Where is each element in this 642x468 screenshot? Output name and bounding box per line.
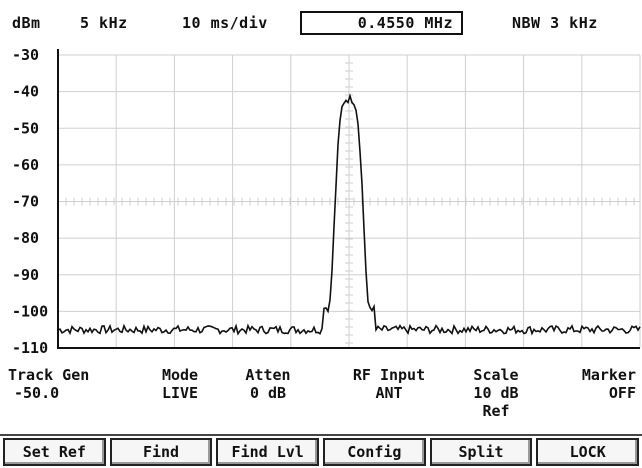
softkey-lock[interactable]: LOCK xyxy=(536,438,640,466)
status-header: dBm 5 kHz 10 ms/div 0.4550 MHz NBW 3 kHz xyxy=(0,0,642,38)
unit-label: dBm xyxy=(12,14,41,32)
y-axis-labels: -30 -40 -50 -60 -70 -80 -90 -100 -110 xyxy=(12,46,48,357)
softkey-find[interactable]: Find xyxy=(109,438,213,466)
center-frequency[interactable]: 0.4550 MHz xyxy=(300,11,463,35)
spectrum-plot: -30 -40 -50 -60 -70 -80 -90 -100 -110 xyxy=(12,46,641,357)
spectrum-trace xyxy=(57,93,641,336)
param-value: -50.0 xyxy=(14,384,60,402)
param-value-ref: Ref xyxy=(482,402,510,420)
param-value: LIVE xyxy=(161,384,199,402)
y-tick-label: -30 xyxy=(12,46,39,64)
param-label: RF Input xyxy=(352,366,426,384)
y-tick-label: -40 xyxy=(12,83,39,101)
param-value: OFF xyxy=(608,384,636,402)
y-tick-label: -60 xyxy=(12,156,39,174)
param-scale[interactable]: Scale 10 dB Ref xyxy=(456,366,536,420)
softkey-set-ref[interactable]: Set Ref xyxy=(3,438,106,466)
param-track-gen[interactable]: Track Gen -50.0 xyxy=(8,366,120,402)
plot-grid xyxy=(57,49,641,349)
param-value: ANT xyxy=(375,384,403,402)
param-label: Marker xyxy=(581,366,636,384)
param-rf-input[interactable]: RF Input ANT xyxy=(334,366,444,402)
rbw-label: NBW 3 kHz xyxy=(512,14,598,32)
param-label: Scale xyxy=(473,366,519,384)
y-tick-label: -90 xyxy=(12,266,39,284)
softkey-config[interactable]: Config xyxy=(323,438,426,466)
param-label: Atten xyxy=(245,366,291,384)
param-label: Mode xyxy=(161,366,199,384)
param-value: 10 dB xyxy=(473,384,519,402)
plot-axes xyxy=(57,49,640,349)
span-label: 5 kHz xyxy=(80,14,128,32)
param-label: Track Gen xyxy=(8,366,90,384)
y-tick-label: -100 xyxy=(12,302,48,320)
divider xyxy=(0,434,642,436)
softkey-find-lvl[interactable]: Find Lvl xyxy=(216,438,320,466)
softkey-split[interactable]: Split xyxy=(429,438,533,466)
y-tick-label: -110 xyxy=(12,339,48,357)
y-tick-label: -50 xyxy=(12,119,39,137)
param-value: 0 dB xyxy=(249,384,287,402)
param-marker[interactable]: Marker OFF xyxy=(552,366,636,402)
softkey-bar: Set Ref Find Find Lvl Config Split LOCK xyxy=(3,438,640,466)
y-tick-label: -80 xyxy=(12,229,39,247)
param-mode[interactable]: Mode LIVE xyxy=(140,366,220,402)
param-atten[interactable]: Atten 0 dB xyxy=(228,366,308,402)
y-tick-label: -70 xyxy=(12,193,39,211)
sweep-label: 10 ms/div xyxy=(182,14,268,32)
